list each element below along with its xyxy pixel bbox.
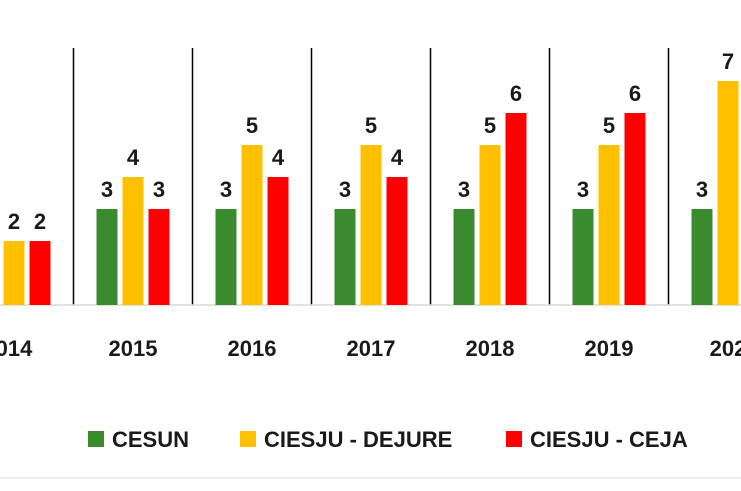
bar [386, 177, 408, 305]
data-label: 3 [696, 177, 708, 202]
bar [479, 145, 501, 305]
category-separators [72, 48, 670, 305]
bar [96, 209, 118, 305]
data-label: 4 [391, 145, 404, 170]
bars [3, 81, 739, 305]
bar [215, 209, 237, 305]
x-tick-label: 2019 [585, 336, 634, 361]
x-tick-label: 2015 [109, 336, 158, 361]
data-label: 3 [577, 177, 589, 202]
data-label: 3 [220, 177, 232, 202]
x-tick-label: 202 [710, 336, 741, 361]
data-label: 3 [153, 177, 165, 202]
bar [572, 209, 594, 305]
bar [691, 209, 713, 305]
x-tick-label: 2016 [228, 336, 277, 361]
bar [122, 177, 144, 305]
legend-label: CESUN [112, 427, 189, 452]
bar [717, 81, 739, 305]
data-label: 4 [127, 145, 140, 170]
legend-swatch [506, 431, 522, 447]
legend-label: CIESJU - DEJURE [264, 427, 452, 452]
data-label: 6 [510, 81, 522, 106]
data-label: 7 [722, 49, 734, 74]
bar [3, 241, 25, 305]
bar [334, 209, 356, 305]
x-tick-label: 2018 [466, 336, 515, 361]
bar [29, 241, 51, 305]
data-label: 5 [603, 113, 615, 138]
legend: CESUN CIESJU - DEJURE CIESJU - CEJA [88, 427, 688, 452]
data-label: 3 [458, 177, 470, 202]
bar [505, 113, 527, 305]
bar [148, 209, 170, 305]
data-label: 2 [8, 209, 20, 234]
x-tick-label: 2017 [347, 336, 396, 361]
x-axis-ticks: 014 2015 2016 2017 2018 2019 202 [0, 336, 741, 361]
data-label: 3 [101, 177, 113, 202]
data-label: 5 [484, 113, 496, 138]
legend-label: CIESJU - CEJA [530, 427, 688, 452]
legend-swatch [88, 431, 104, 447]
data-label: 3 [339, 177, 351, 202]
bar [241, 145, 263, 305]
data-label: 5 [365, 113, 377, 138]
bar [360, 145, 382, 305]
bar [453, 209, 475, 305]
legend-swatch [240, 431, 256, 447]
x-tick-label: 014 [0, 336, 33, 361]
data-label: 5 [246, 113, 258, 138]
bar [267, 177, 289, 305]
data-label: 4 [272, 145, 285, 170]
data-label: 2 [34, 209, 46, 234]
bar [624, 113, 646, 305]
data-label: 6 [629, 81, 641, 106]
bar [598, 145, 620, 305]
